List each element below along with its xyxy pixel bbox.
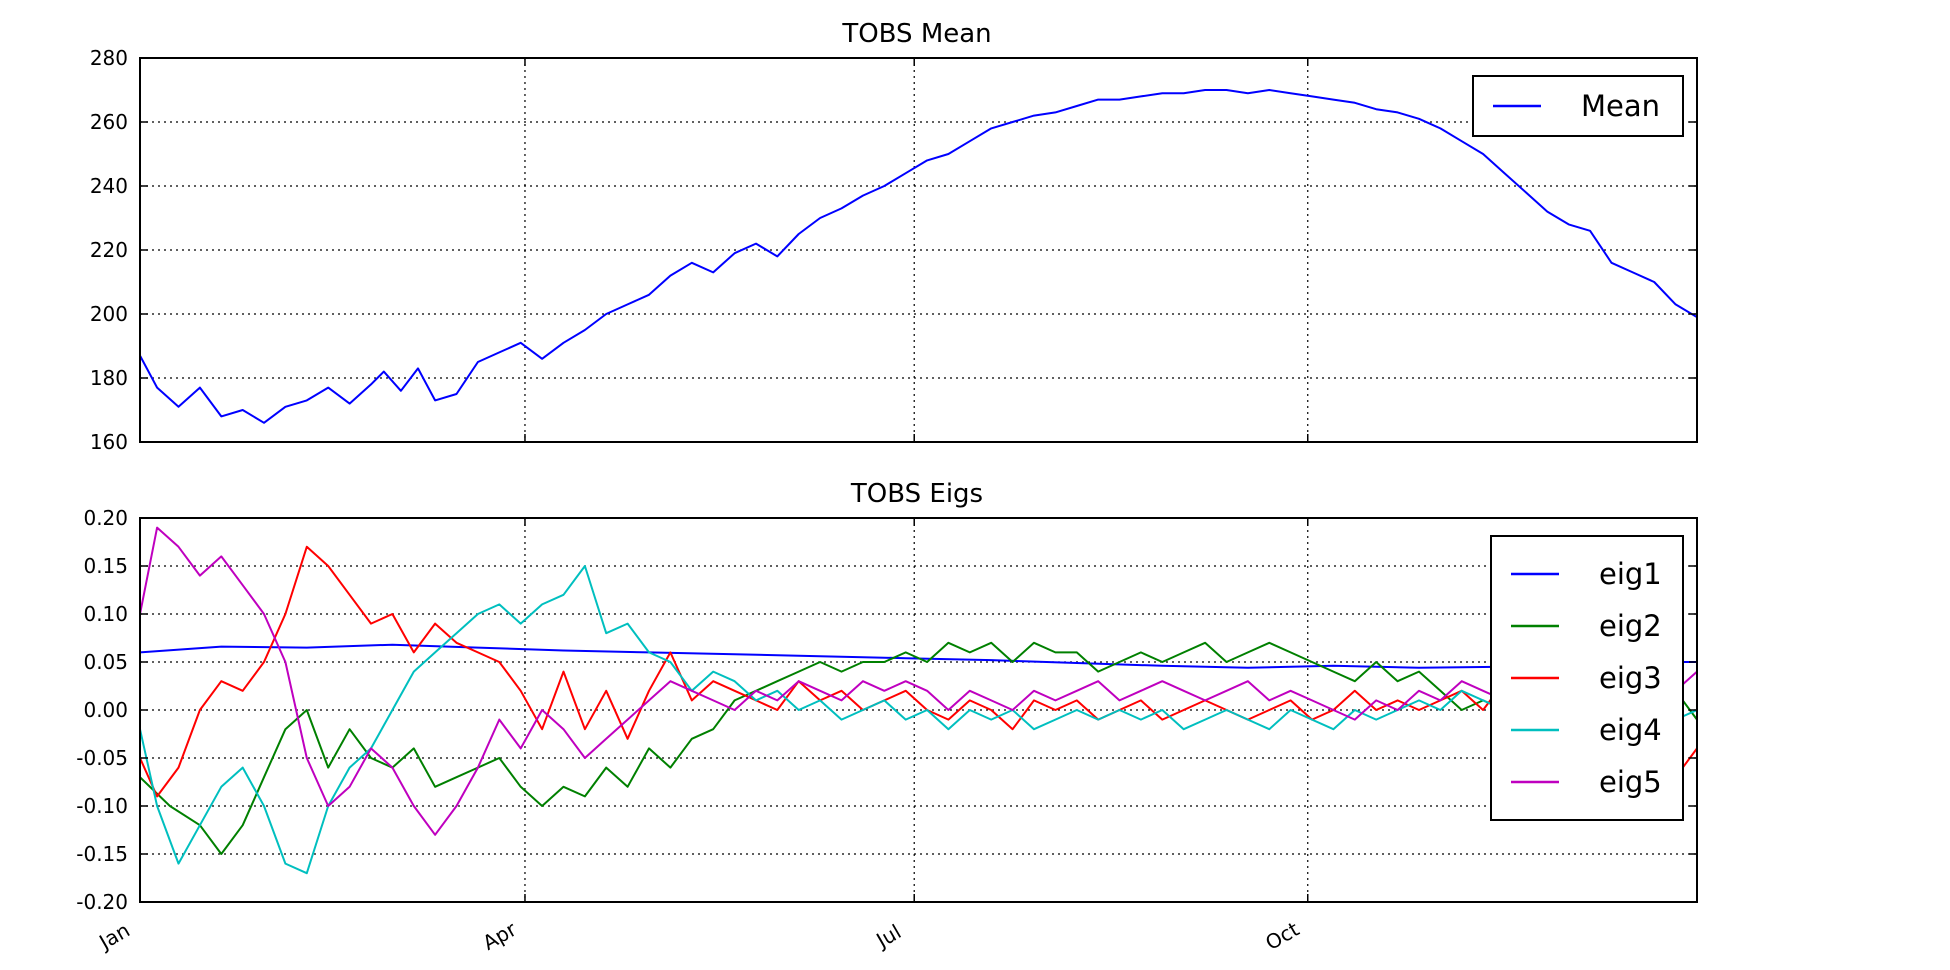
mean-chart-series-Mean	[140, 89, 1697, 424]
mean-chart-y-tick-label: 280	[90, 46, 128, 70]
eigs-chart-y-tick-label: 0.10	[83, 602, 128, 626]
eigs-chart-y-tick-label: -0.20	[76, 890, 128, 914]
mean-chart-y-tick-label: 200	[90, 302, 128, 326]
mean-chart: TOBS Mean 160 180 200 220 240 260 280 Mean	[90, 19, 1698, 454]
mean-chart-y-tick-label: 260	[90, 110, 128, 134]
eigs-chart-y-tick-label: 0.15	[83, 554, 128, 578]
mean-chart-y-tick-label: 160	[90, 430, 128, 454]
mean-chart-y-tick-label: 180	[90, 366, 128, 390]
eigs-chart-y-tick-label: -0.15	[76, 842, 128, 866]
mean-chart-y-tick-label: 220	[90, 238, 128, 262]
eigs-chart-y-axis: -0.20 -0.15 -0.10 -0.05 0.00 0.05 0.10 0.15 0.20	[76, 506, 1697, 914]
eigs-chart-legend-label: eig4	[1599, 713, 1662, 747]
eigs-chart-y-tick-label: 0.05	[83, 650, 128, 674]
mean-chart-legend-label: Mean	[1581, 89, 1660, 123]
eigs-chart-series-eig1	[140, 643, 1697, 669]
eigs-chart-y-tick-label: 0.20	[83, 506, 128, 530]
eigs-chart-y-tick-label: -0.10	[76, 794, 128, 818]
mean-chart-y-axis: 160 180 200 220 240 260 280	[90, 46, 1697, 454]
mean-chart-grid	[140, 58, 1697, 442]
eigs-chart-legend-label: eig5	[1599, 765, 1662, 799]
eigs-chart-legend-label: eig3	[1599, 661, 1662, 695]
eigs-chart-legend: eig1 eig2 eig3 eig4 eig5	[1490, 535, 1684, 821]
eigs-chart-y-tick-label: -0.05	[76, 746, 128, 770]
eigs-chart-title: TOBS Eigs	[850, 479, 983, 509]
mean-chart-legend: Mean	[1472, 75, 1684, 137]
eigs-chart-y-tick-label: 0.00	[83, 698, 128, 722]
eigs-chart-legend-label: eig2	[1599, 609, 1662, 643]
mean-chart-x-axis	[139, 58, 1309, 442]
mean-chart-series	[140, 89, 1697, 424]
mean-chart-y-tick-label: 240	[90, 174, 128, 198]
eigs-chart-legend-label: eig1	[1599, 557, 1662, 591]
mean-chart-title: TOBS Mean	[841, 19, 991, 49]
eigs-chart-grid	[140, 518, 1697, 902]
